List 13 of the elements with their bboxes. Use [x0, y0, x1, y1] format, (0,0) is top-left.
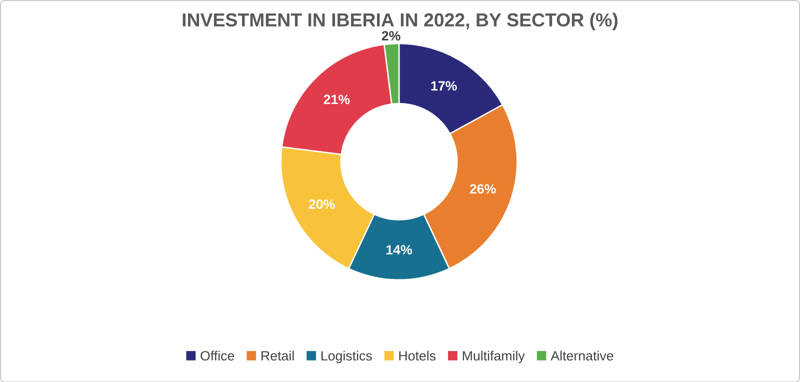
legend-label: Hotels — [399, 350, 436, 360]
data-label: 14% — [386, 244, 412, 254]
data-label: 21% — [324, 94, 350, 104]
chart-title: INVESTMENT IN IBERIA IN 2022, BY SECTOR (%) — [182, 12, 618, 30]
legend-label: Alternative — [550, 350, 614, 360]
data-label: 2% — [382, 30, 400, 40]
legend-label: Office — [200, 350, 234, 360]
data-label: 20% — [308, 199, 335, 209]
legend-label: Multifamily — [462, 350, 525, 363]
legend-label: Logistics — [322, 350, 372, 363]
data-label: 17% — [431, 80, 457, 90]
legend-label: Retail — [262, 350, 294, 360]
data-label: 26% — [470, 184, 496, 194]
